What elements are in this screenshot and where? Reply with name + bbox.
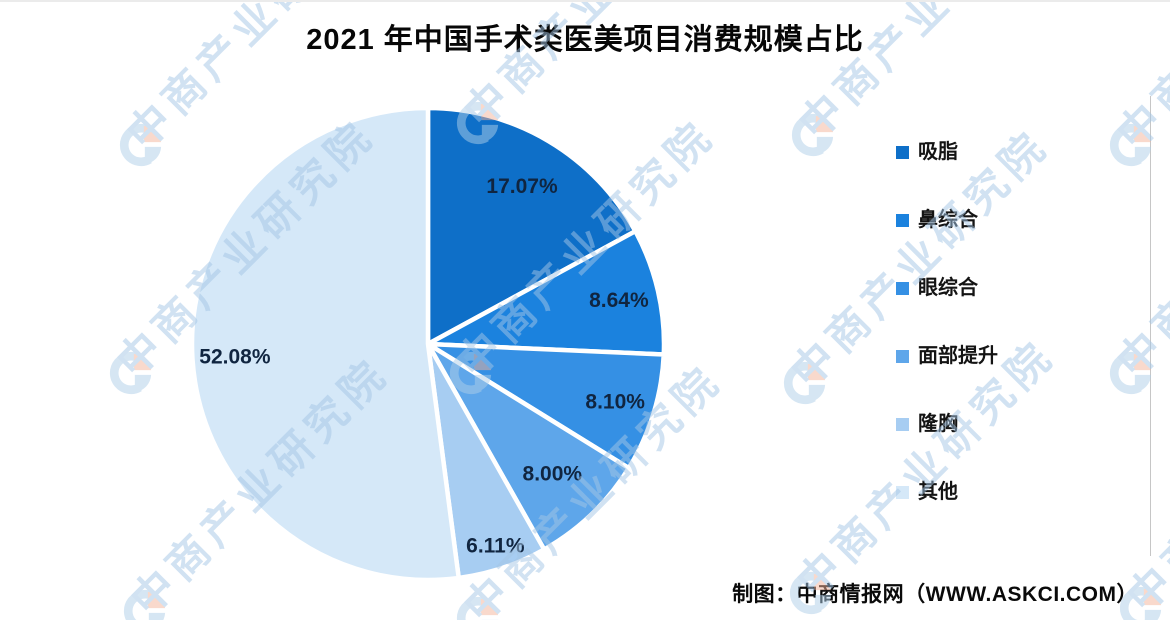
pie-slice-其他: [189, 105, 462, 583]
legend-label: 其他: [918, 481, 958, 503]
legend-item-其他: 其他: [896, 481, 998, 503]
askci-logo-icon: [791, 113, 834, 157]
pie-slice-面部提升: [425, 341, 632, 552]
pie-slice-label: 8.10%: [585, 391, 645, 414]
askci-logo-icon: [109, 351, 152, 395]
pie-slice-label: 8.00%: [523, 462, 583, 485]
legend-item-鼻综合: 鼻综合: [896, 209, 998, 231]
legend-swatch: [896, 213, 909, 227]
chart-title: 2021 年中国手术类医美项目消费规模占比: [306, 24, 864, 56]
pie-slice-label: 52.08%: [199, 346, 271, 369]
askci-logo-icon: [119, 123, 162, 167]
legend-swatch: [896, 485, 909, 499]
pie-chart: 17.07% 8.64% 8.10% 8.00% 6.11% 52.08%: [189, 105, 667, 583]
legend: 吸脂鼻综合眼综合面部提升隆胸其他: [896, 141, 998, 503]
legend-label: 鼻综合: [918, 209, 978, 231]
legend-item-吸脂: 吸脂: [896, 141, 998, 163]
legend-swatch: [896, 145, 909, 159]
legend-item-眼综合: 眼综合: [896, 277, 998, 299]
legend-swatch: [896, 417, 909, 431]
watermark-unit: 中商产业研究院: [1108, 2, 1170, 304]
watermark-unit: 中商产业研究院: [1108, 110, 1170, 532]
askci-logo-icon: [783, 361, 826, 405]
pie-slice-label: 17.07%: [486, 175, 558, 198]
pie-slice-吸脂: [425, 105, 638, 347]
legend-label: 面部提升: [918, 345, 998, 367]
askci-logo-icon: [1109, 351, 1152, 395]
credit-text: 制图：中商情报网（WWW.ASKCI.COM）: [732, 583, 1138, 606]
watermark-text: 中商产业研究院: [1107, 110, 1170, 387]
plot-border-line: [1150, 96, 1151, 556]
legend-swatch: [896, 349, 909, 363]
legend-label: 隆胸: [918, 413, 958, 435]
legend-label: 眼综合: [918, 277, 978, 299]
legend-item-面部提升: 面部提升: [896, 345, 998, 367]
legend-label: 吸脂: [918, 141, 958, 163]
askci-logo-icon: [1109, 123, 1152, 167]
pie-slice-label: 6.11%: [466, 534, 525, 557]
pie-slice-label: 8.64%: [589, 289, 649, 312]
legend-item-隆胸: 隆胸: [896, 413, 998, 435]
legend-swatch: [896, 281, 909, 295]
pie-slice-鼻综合: [425, 228, 667, 357]
